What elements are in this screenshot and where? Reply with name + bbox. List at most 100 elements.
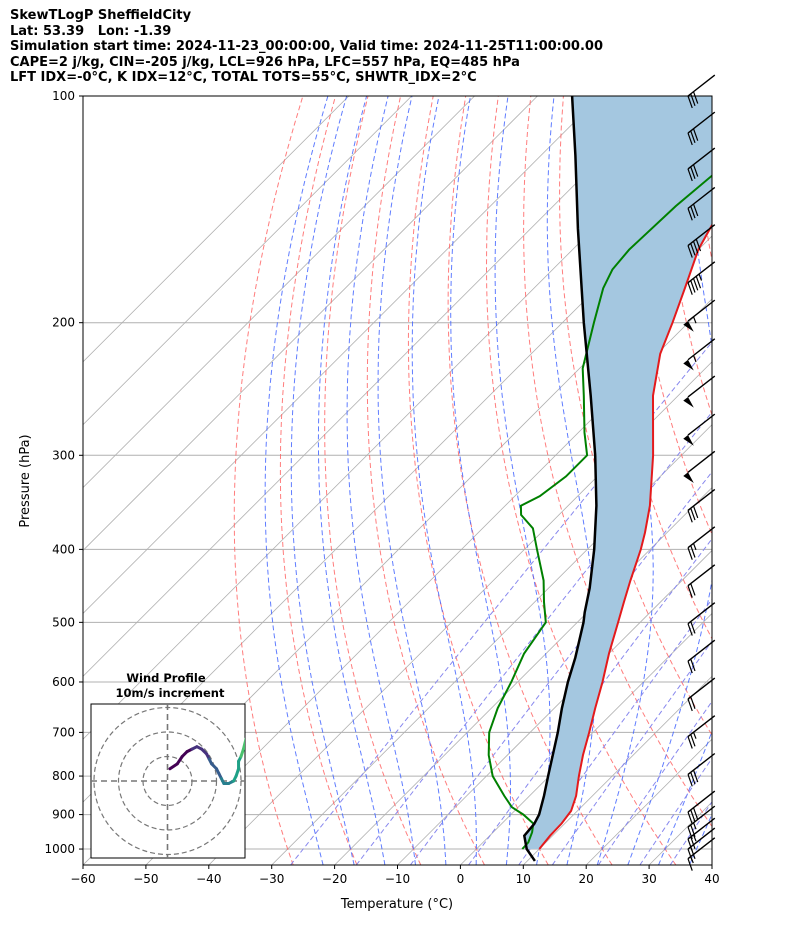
- dry-adiabat: [523, 96, 712, 828]
- moist-adiabat: [290, 96, 355, 865]
- axes: −60 −50 −40 −30 −20 −10 0 10 20 30 40 100 200 300 400 5…: [44, 89, 719, 886]
- x-tick-label: −50: [133, 872, 158, 886]
- mixing-ratio-line: [290, 341, 712, 865]
- barb-staff: [687, 817, 716, 840]
- moist-adiabat: [264, 96, 329, 865]
- moist-adiabat: [720, 96, 794, 865]
- chart-header: SkewTLogP SheffieldCity Lat: 53.39 Lon: …: [10, 8, 603, 86]
- barb-half: [692, 732, 697, 739]
- y-tick-label: 800: [52, 769, 75, 783]
- isotherm-line: [83, 96, 601, 614]
- indices-line: LFT IDX=-0°C, K IDX=12°C, TOTAL TOTS=55°…: [10, 70, 477, 85]
- barb-full: [687, 736, 693, 749]
- barb-full: [692, 807, 699, 820]
- location-line: Lat: 53.39 Lon: -1.39: [10, 23, 172, 39]
- wind-barb: [687, 602, 716, 636]
- hodograph-plot: [91, 704, 268, 858]
- x-tick-label: −30: [259, 872, 284, 886]
- barb-full: [687, 774, 693, 787]
- isotherm-line: [711, 864, 712, 865]
- wind-barb: [683, 450, 716, 483]
- y-tick-label: 1000: [44, 842, 75, 856]
- mixing-ratio-lines: [290, 341, 712, 865]
- mixing-ratio-line: [669, 800, 712, 865]
- barb-pennant: [683, 472, 694, 483]
- hodograph-trace: [251, 720, 253, 725]
- barb-pennant: [683, 396, 694, 408]
- barb-full: [690, 658, 696, 672]
- barb-staff: [687, 413, 716, 436]
- barb-full: [695, 276, 702, 289]
- wind-barb: [687, 186, 716, 221]
- hodograph-trace: [248, 725, 250, 732]
- moist-adiabat: [450, 96, 511, 865]
- barb-half: [692, 822, 697, 830]
- barb-staff: [687, 488, 716, 511]
- barb-full: [692, 128, 699, 141]
- barb-staff: [687, 805, 716, 828]
- barb-full: [687, 510, 693, 523]
- mixing-ratio-line: [639, 757, 712, 865]
- hodograph-subtitle: 10m/s increment: [116, 686, 225, 700]
- moist-adiabat: [494, 96, 551, 865]
- barb-staff: [687, 111, 716, 134]
- barb-staff: [687, 450, 716, 473]
- dry-adiabat: [485, 96, 677, 865]
- barb-pennant: [683, 359, 694, 371]
- moist-adiabat: [317, 96, 386, 865]
- isotherm-line: [83, 96, 350, 363]
- y-tick-label: 600: [52, 675, 75, 689]
- x-tick-label: −60: [70, 872, 95, 886]
- barb-staff: [687, 752, 716, 775]
- barb-full: [687, 132, 693, 146]
- barb-half: [692, 355, 697, 363]
- wind-barb: [687, 224, 716, 258]
- barb-staff: [687, 837, 716, 860]
- isotherm-line: [83, 96, 412, 426]
- wind-barb: [687, 790, 716, 825]
- moist-adiabat: [346, 96, 416, 865]
- hodograph-trace: [258, 710, 263, 712]
- x-tick-label: 30: [641, 872, 656, 886]
- barb-pennant: [683, 435, 694, 446]
- y-tick-label: 500: [52, 615, 75, 629]
- barb-full: [690, 166, 696, 179]
- dry-adiabat: [233, 96, 304, 865]
- mixing-ratio-line: [355, 411, 712, 865]
- x-tick-label: 40: [704, 872, 719, 886]
- barb-full: [687, 585, 693, 598]
- y-tick-label: 400: [52, 542, 75, 556]
- isotherm-line: [397, 549, 712, 865]
- barb-full: [690, 696, 696, 709]
- mixing-ratio-line: [551, 640, 712, 865]
- dry-adiabats: [233, 96, 712, 865]
- wind-barb: [687, 488, 716, 523]
- barb-full: [692, 505, 699, 519]
- barb-staff: [687, 186, 716, 209]
- isotherm-line: [83, 96, 538, 552]
- y-tick-label: 700: [52, 725, 75, 739]
- cin-area: [524, 96, 712, 849]
- isotherm-line: [271, 424, 712, 865]
- dry-adiabat: [279, 96, 358, 865]
- barb-half: [692, 316, 697, 324]
- x-tick-label: 0: [457, 872, 465, 886]
- x-tick-label: −20: [322, 872, 347, 886]
- barb-staff: [687, 261, 716, 284]
- barb-full: [690, 507, 696, 521]
- wind-barb: [687, 639, 716, 674]
- barb-staff: [687, 790, 716, 813]
- barb-full: [690, 734, 696, 747]
- barb-full: [687, 623, 693, 636]
- barb-full: [690, 772, 696, 785]
- wind-barb: [687, 752, 716, 787]
- moist-adiabat: [627, 96, 712, 865]
- barb-full: [690, 583, 696, 596]
- barb-full: [690, 130, 696, 144]
- barb-staff: [687, 375, 716, 398]
- barb-full: [690, 206, 696, 219]
- barb-half: [698, 273, 703, 281]
- mixing-ratio-line: [468, 538, 712, 865]
- hodograph-trace: [263, 708, 268, 710]
- moist-adiabat: [658, 730, 712, 865]
